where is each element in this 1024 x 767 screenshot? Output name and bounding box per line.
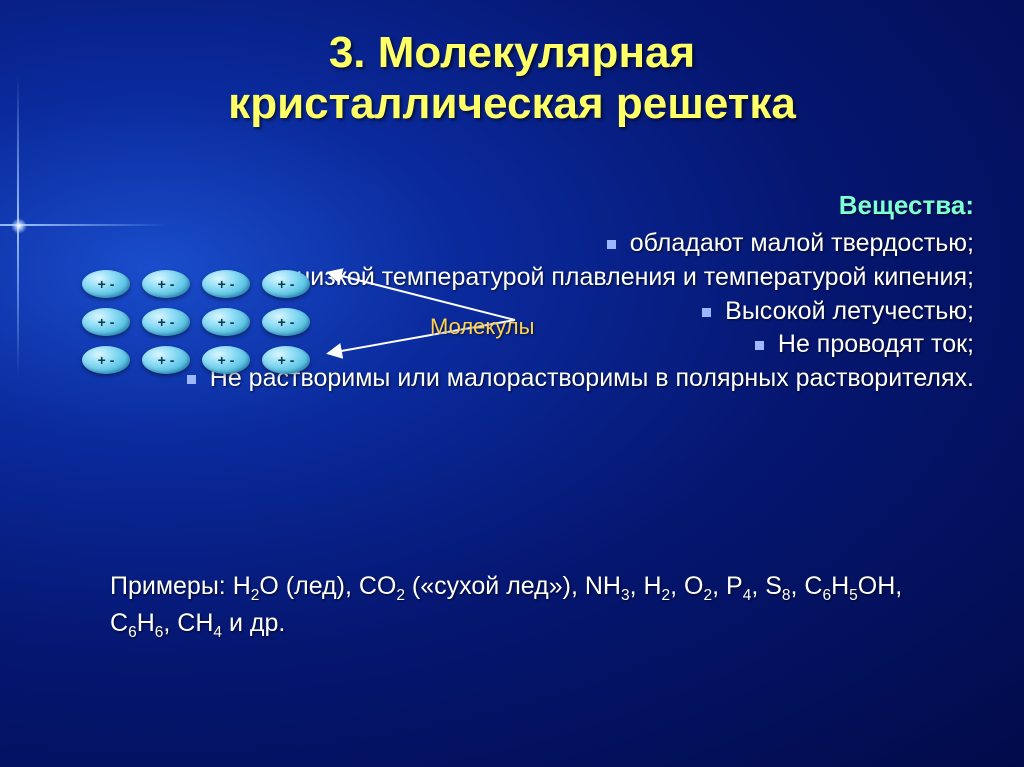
molecule-node: + -: [142, 308, 190, 336]
molecule-node: + -: [202, 270, 250, 298]
molecule-node: + -: [262, 346, 310, 374]
molecule-node: + -: [82, 308, 130, 336]
molecule-node: + -: [142, 346, 190, 374]
molecule-node: + -: [142, 270, 190, 298]
slide-title: 3. Молекулярная кристаллическая решетка: [0, 0, 1024, 129]
properties-heading: Вещества:: [60, 190, 974, 221]
title-line-2: кристаллическая решетка: [228, 79, 796, 128]
molecule-node: + -: [82, 270, 130, 298]
molecule-node: + -: [262, 270, 310, 298]
title-line-1: 3. Молекулярная: [329, 28, 695, 77]
examples-label: Примеры:: [110, 572, 233, 600]
molecule-node: + -: [202, 346, 250, 374]
examples-text: Примеры: H2O (лед), CO2 («сухой лед»), N…: [110, 570, 964, 644]
molecules-label: Молекулы: [430, 314, 534, 340]
molecule-node: + -: [262, 308, 310, 336]
property-item: обладают малой твердостью;: [60, 227, 984, 261]
molecule-grid: + - + - + - + - + - + - + - + - + - + - + - + -: [82, 270, 314, 374]
molecule-node: + -: [82, 346, 130, 374]
molecule-node: + -: [202, 308, 250, 336]
lattice-diagram: + - + - + - + - + - + - + - + - + - + - + - + -: [82, 270, 314, 374]
